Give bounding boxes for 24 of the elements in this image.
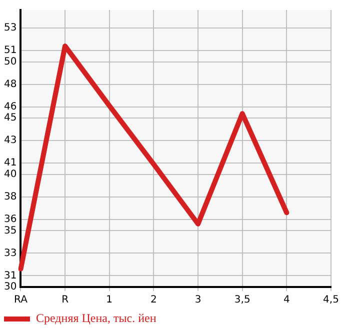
x-tick-label: 2: [150, 294, 157, 306]
y-tick-label: 50: [4, 56, 17, 68]
legend-label: Средняя Цена, тыс. йен: [36, 311, 157, 326]
y-tick-label: 36: [4, 214, 17, 226]
y-tick-label: 46: [4, 101, 17, 112]
x-tick-label: 3,5: [234, 294, 250, 306]
x-tick-label: RA: [14, 294, 28, 306]
y-tick-label: 53: [4, 22, 17, 34]
x-tick-label: R: [62, 294, 69, 306]
y-tick-label: 33: [4, 248, 17, 259]
x-tick-label: 4: [283, 294, 290, 306]
y-tick-label: 40: [4, 168, 17, 180]
y-tick-label: 48: [4, 78, 17, 90]
y-tick-label: 41: [4, 158, 17, 169]
y-tick-label: 43: [4, 135, 17, 146]
y-tick-label: 30: [4, 282, 17, 293]
x-tick-label: 4,5: [323, 294, 339, 306]
y-tick-label: 38: [4, 192, 17, 203]
y-tick-label: 45: [4, 112, 17, 124]
y-tick-label: 31: [4, 270, 17, 282]
x-tick-label: 1: [106, 294, 113, 306]
y-tick-label: 35: [4, 225, 17, 236]
x-tick-label: 3: [194, 294, 202, 306]
y-tick-label: 51: [4, 45, 17, 56]
